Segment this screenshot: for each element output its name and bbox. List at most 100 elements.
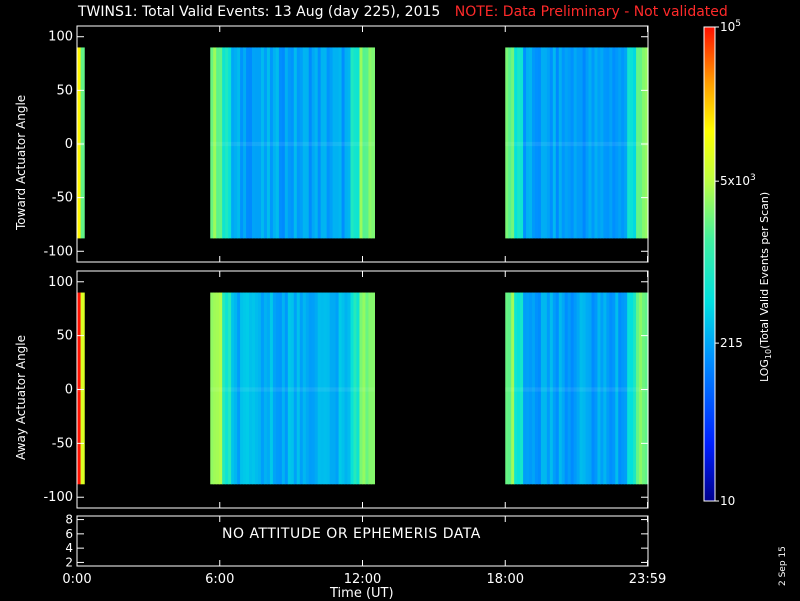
heatmap-cell bbox=[225, 292, 229, 485]
heatmap-cell bbox=[606, 292, 610, 485]
heatmap-cell bbox=[514, 47, 518, 239]
y-tick-label: 2 bbox=[65, 555, 73, 569]
x-tick-label: 12:00 bbox=[344, 572, 381, 587]
heatmap-cell bbox=[558, 292, 563, 485]
heatmap-cell bbox=[636, 292, 640, 485]
heatmap-cell bbox=[323, 292, 328, 485]
zero-band bbox=[210, 141, 375, 147]
heatmap-cell bbox=[645, 292, 649, 485]
heatmap-cell bbox=[573, 292, 578, 485]
heatmap-cell bbox=[594, 47, 599, 239]
heatmap-cell bbox=[549, 47, 554, 239]
heatmap-cell bbox=[266, 292, 271, 485]
heatmap-cell bbox=[353, 292, 358, 485]
heatmap-cell bbox=[526, 47, 530, 239]
heatmap-cell bbox=[344, 47, 349, 239]
heatmap-cell bbox=[615, 292, 619, 485]
heatmap-cell bbox=[546, 47, 551, 239]
heatmap-cell bbox=[624, 47, 628, 239]
heatmap-cell bbox=[210, 47, 214, 239]
zero-band bbox=[505, 387, 648, 392]
heatmap-cell bbox=[558, 47, 563, 239]
chart-title: TWINS1: Total Valid Events: 13 Aug (day … bbox=[78, 4, 728, 20]
heatmap-cell bbox=[645, 47, 649, 239]
heatmap-cell bbox=[290, 292, 295, 485]
heatmap-cell bbox=[255, 47, 259, 239]
heatmap-segment bbox=[77, 47, 85, 239]
heatmap-cell bbox=[311, 47, 316, 239]
heatmap-cell bbox=[612, 47, 616, 239]
heatmap-cell bbox=[216, 292, 220, 485]
heatmap-cell bbox=[338, 47, 343, 239]
heatmap-cell bbox=[603, 292, 607, 485]
heatmap-cell bbox=[272, 47, 277, 239]
heatmap-cell bbox=[362, 47, 367, 239]
heatmap-cell bbox=[266, 47, 271, 239]
heatmap-cell bbox=[362, 292, 367, 485]
datestamp: 2 Sep 15 bbox=[778, 546, 788, 586]
heatmap-cell bbox=[237, 47, 241, 239]
heatmap-cell bbox=[320, 292, 325, 485]
heatmap-cell bbox=[243, 47, 247, 239]
heatmap-cell bbox=[615, 47, 619, 239]
heatmap-cell bbox=[231, 47, 235, 239]
heatmap-cell bbox=[532, 47, 536, 239]
heatmap-cell bbox=[591, 292, 596, 485]
heatmap-cell bbox=[517, 47, 521, 239]
heatmap-cell bbox=[225, 47, 229, 239]
heatmap-cell bbox=[308, 47, 313, 239]
heatmap-cell bbox=[246, 292, 250, 485]
heatmap-cell bbox=[260, 292, 265, 485]
heatmap-cell bbox=[356, 292, 361, 485]
zero-band bbox=[210, 387, 375, 392]
heatmap-cell bbox=[308, 292, 313, 485]
heatmap-cell bbox=[344, 292, 349, 485]
heatmap-cell bbox=[329, 292, 334, 485]
heatmap-cell bbox=[269, 47, 274, 239]
heatmap-cell bbox=[511, 47, 515, 239]
heatmap-cell bbox=[335, 292, 340, 485]
heatmap-cell bbox=[627, 47, 631, 239]
heatmap-cell bbox=[534, 292, 539, 485]
heatmap-cell bbox=[508, 292, 512, 485]
heatmap-cell bbox=[257, 292, 262, 485]
x-axis: 0:00 6:00 12:00 18:00 23:59 bbox=[62, 572, 666, 587]
heatmap-cell bbox=[642, 292, 646, 485]
y-tick-label: -100 bbox=[43, 244, 73, 259]
heatmap-cell bbox=[505, 292, 509, 485]
heatmap-cell bbox=[302, 47, 307, 239]
heatmap-cell bbox=[296, 47, 301, 239]
x-tick-label: 23:59 bbox=[629, 572, 666, 587]
heatmap-cell bbox=[537, 47, 542, 239]
heatmap-cell bbox=[561, 47, 566, 239]
heatmap-cell bbox=[222, 47, 226, 239]
panel-1: -100 -50 0 50 100 bbox=[43, 25, 649, 263]
heatmap-cell bbox=[252, 292, 256, 485]
heatmap-segment bbox=[210, 47, 375, 239]
heatmap-cell bbox=[371, 292, 375, 485]
heatmap-cell bbox=[368, 292, 373, 485]
heatmap-cell bbox=[249, 292, 253, 485]
heatmap-cell bbox=[356, 47, 361, 239]
heatmap-cell bbox=[594, 292, 599, 485]
title-text: TWINS1: Total Valid Events: 13 Aug (day … bbox=[78, 4, 441, 20]
heatmap-cell bbox=[269, 292, 274, 485]
heatmap-cell bbox=[576, 47, 581, 239]
heatmap-cell bbox=[257, 47, 262, 239]
heatmap-cell bbox=[600, 47, 604, 239]
heatmap-cell bbox=[317, 292, 322, 485]
heatmap-cell bbox=[564, 47, 569, 239]
heatmap-cell bbox=[624, 292, 628, 485]
y-tick-label: 50 bbox=[56, 329, 73, 344]
heatmap-cell bbox=[529, 292, 533, 485]
y-tick-label: 6 bbox=[65, 527, 73, 541]
heatmap-cell bbox=[347, 47, 352, 239]
heatmap-cell bbox=[275, 47, 280, 239]
heatmap-cell bbox=[564, 292, 569, 485]
heatmap-cell bbox=[606, 47, 610, 239]
heatmap-cell bbox=[222, 292, 226, 485]
heatmap-cell bbox=[588, 47, 593, 239]
colorbar-tick-label: 10 bbox=[720, 494, 735, 508]
heatmap-cell bbox=[332, 292, 337, 485]
heatmap-cell bbox=[350, 292, 355, 485]
